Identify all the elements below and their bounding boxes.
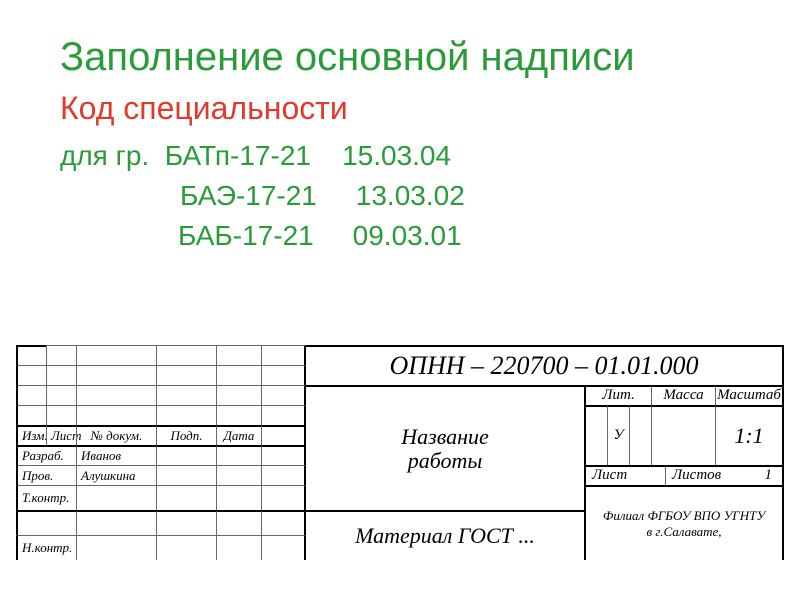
rev-cell xyxy=(156,535,216,560)
row-tkontr-label: Т.контр. xyxy=(16,485,76,510)
gost-title-block: ОПНН – 220700 – 01.01.000 Название работ… xyxy=(16,345,784,585)
hdr-lit: Лит. xyxy=(586,385,652,405)
work-title: Название работы xyxy=(306,385,586,510)
rev-cell xyxy=(46,385,76,405)
rev-cell xyxy=(76,365,156,385)
rev-cell xyxy=(76,385,156,405)
rev-cell xyxy=(261,385,306,405)
rev-cell xyxy=(16,385,46,405)
rev-cell xyxy=(261,535,306,560)
lit-col-1 xyxy=(586,405,608,465)
group-line-2: БАЭ-17-21 13.03.02 xyxy=(180,180,465,212)
massa-val xyxy=(652,405,716,465)
rev-cell xyxy=(76,510,156,535)
material: Материал ГОСТ ... xyxy=(306,510,586,560)
rev-cell xyxy=(261,510,306,535)
row-prov-name: Алушкина xyxy=(76,465,156,485)
rev-cell xyxy=(16,365,46,385)
doc-code: ОПНН – 220700 – 01.01.000 xyxy=(306,345,784,385)
lit-col-2: У xyxy=(608,405,630,465)
rev-cell xyxy=(216,485,261,510)
rev-cell xyxy=(216,365,261,385)
rev-cell xyxy=(156,485,216,510)
rev-cell xyxy=(216,465,261,485)
group-line-1: для гр. БАТп-17-21 15.03.04 xyxy=(60,140,451,172)
rev-cell xyxy=(16,510,76,535)
rev-cell xyxy=(156,465,216,485)
rev-cell xyxy=(216,345,261,365)
rev-cell xyxy=(46,405,76,425)
org-box: Филиал ФГБОУ ВПО УГНТУ в г.Салавате, xyxy=(586,485,784,560)
hdr-ndoc: № докум. xyxy=(76,425,156,445)
listov-cell: Листов 1 xyxy=(666,465,784,485)
rev-cell xyxy=(46,345,76,365)
rev-cell xyxy=(156,345,216,365)
rev-cell xyxy=(261,345,306,365)
rev-cell xyxy=(216,385,261,405)
rev-cell xyxy=(216,510,261,535)
listov-label: Листов xyxy=(672,468,721,484)
rev-cell xyxy=(261,485,306,510)
group-line-3: БАБ-17-21 09.03.01 xyxy=(178,220,462,252)
slide-subtitle: Код специальности xyxy=(60,90,348,127)
rev-cell xyxy=(156,510,216,535)
rev-cell xyxy=(156,445,216,465)
rev-cell xyxy=(46,365,76,385)
rev-cell xyxy=(261,425,306,445)
rev-cell xyxy=(156,385,216,405)
listov-val: 1 xyxy=(765,468,773,484)
row-razrab-name: Иванов xyxy=(76,445,156,465)
hdr-data: Дата xyxy=(216,425,261,445)
rev-cell xyxy=(261,405,306,425)
list-label: Лист xyxy=(586,465,666,485)
rev-cell xyxy=(16,345,46,365)
slide-title: Заполнение основной надписи xyxy=(60,35,635,80)
lit-col-3 xyxy=(630,405,652,465)
row-nkontr-label: Н.контр. xyxy=(16,535,76,560)
rev-cell xyxy=(76,485,156,510)
rev-cell xyxy=(261,445,306,465)
rev-cell xyxy=(216,445,261,465)
rev-cell xyxy=(216,405,261,425)
rev-cell xyxy=(76,345,156,365)
rev-cell xyxy=(261,465,306,485)
rev-cell xyxy=(76,405,156,425)
hdr-massa: Масса xyxy=(652,385,716,405)
rev-cell xyxy=(156,405,216,425)
scale-val: 1:1 xyxy=(716,405,784,465)
rev-cell xyxy=(156,365,216,385)
hdr-masht: Масштаб xyxy=(716,385,784,405)
rev-cell xyxy=(261,365,306,385)
hdr-list: Лист xyxy=(46,425,76,445)
rev-cell xyxy=(16,405,46,425)
hdr-podp: Подп. xyxy=(156,425,216,445)
row-razrab-label: Разраб. xyxy=(16,445,76,465)
row-prov-label: Пров. xyxy=(16,465,76,485)
hdr-izm: Изм. xyxy=(16,425,46,445)
rev-cell xyxy=(216,535,261,560)
rev-cell xyxy=(76,535,156,560)
